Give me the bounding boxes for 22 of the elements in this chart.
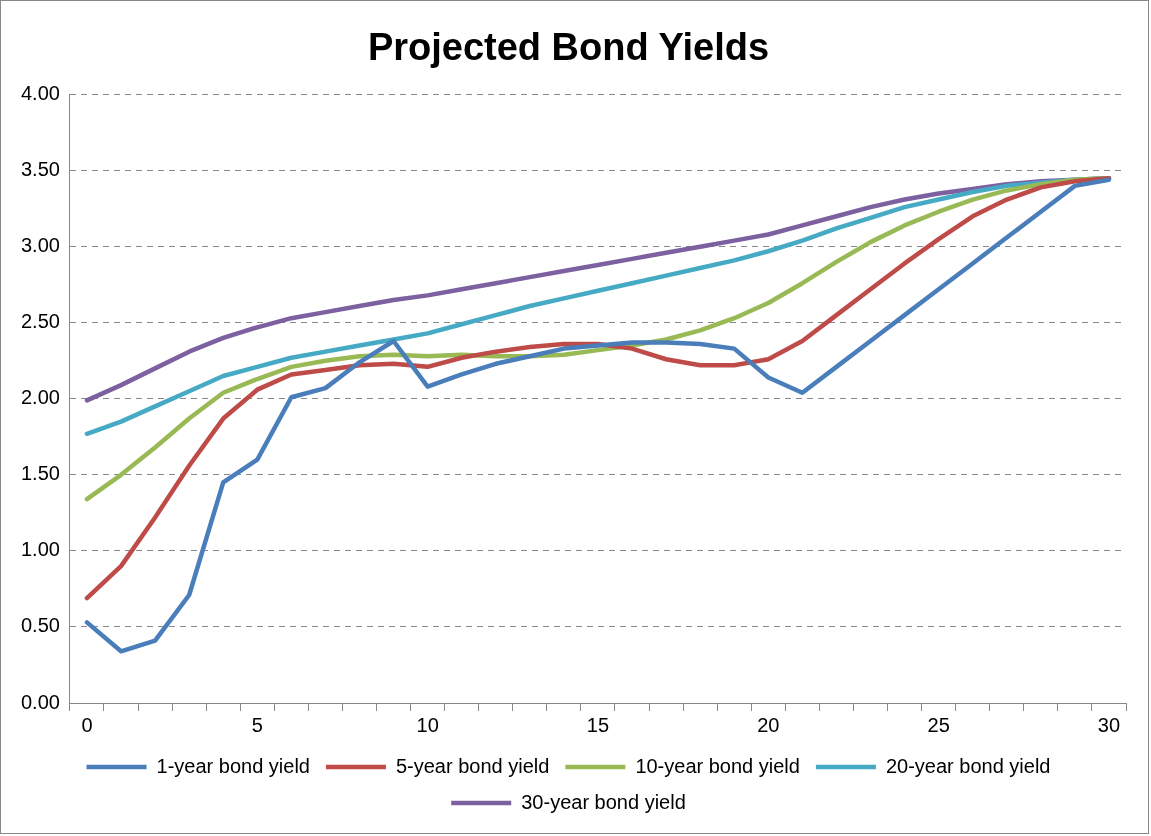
x-tick-label: 20 — [757, 713, 780, 736]
legend-label: 30-year bond yield — [521, 790, 686, 813]
x-tick-label: 30 — [1097, 713, 1121, 736]
y-tick-label: 2.50 — [20, 310, 60, 333]
y-tick-label: 4.00 — [20, 82, 60, 105]
x-tick-label: 15 — [586, 713, 610, 736]
x-tick-label: 25 — [927, 713, 950, 736]
x-tick-label: 0 — [81, 713, 93, 736]
y-tick-label: 1.00 — [20, 538, 60, 561]
y-tick-label: 0.00 — [20, 690, 60, 713]
y-tick-label: 0.50 — [20, 614, 60, 637]
chart-title: Projected Bond Yields — [367, 26, 770, 69]
x-tick-label: 5 — [251, 713, 263, 736]
y-tick-label: 2.00 — [20, 386, 60, 409]
legend-label: 10-year bond yield — [635, 754, 800, 777]
legend-label: 1-year bond yield — [156, 754, 310, 777]
legend-label: 20-year bond yield — [885, 754, 1051, 777]
y-tick-label: 3.50 — [20, 158, 60, 181]
y-tick-label: 1.50 — [20, 462, 60, 485]
x-tick-label: 10 — [416, 713, 439, 736]
y-tick-label: 3.00 — [20, 234, 60, 257]
legend-label: 5-year bond yield — [395, 754, 550, 777]
